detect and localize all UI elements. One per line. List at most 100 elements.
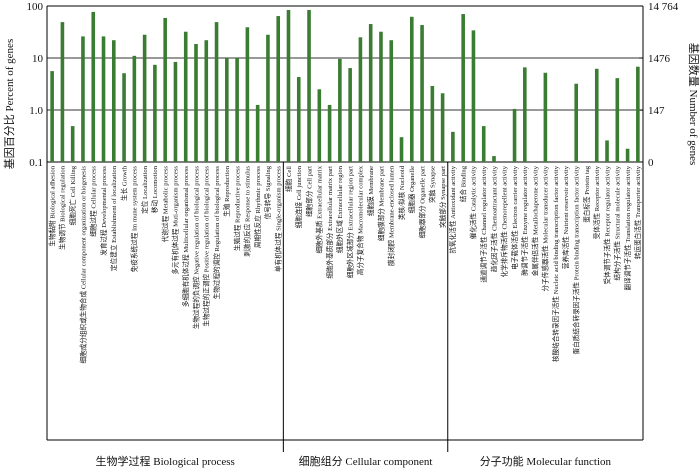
bar — [636, 66, 640, 162]
x-tick-label: 生物黏附 Biological adhesion — [47, 165, 56, 246]
x-tick-label: 高分子复合物 Macromolecular complex — [356, 165, 365, 275]
bar — [379, 31, 383, 162]
bar — [142, 34, 147, 162]
x-tick-label: 细胞部分 Cell part — [304, 166, 313, 217]
x-tick-label: 细胞器部分 Organelle part — [417, 166, 426, 239]
x-tick-label: 生殖 Reproduction — [222, 165, 231, 216]
x-tick-label: 刺激的反应 Response to stimulus — [243, 166, 252, 257]
x-tick-label: 催化活性 Catalytic activity — [469, 165, 478, 239]
bar — [358, 37, 363, 162]
bar — [440, 93, 445, 162]
bar — [122, 73, 126, 162]
bar — [368, 24, 373, 163]
bar — [605, 140, 609, 162]
y2-tick-label: 1476 — [648, 53, 671, 65]
bar — [225, 58, 229, 162]
x-tick-label: 分子传感器活性 Molecular transducer activity — [541, 165, 550, 291]
bar — [194, 43, 198, 162]
bar — [276, 16, 281, 162]
x-tick-label: 细胞外区域部分 Extracellular region part — [345, 166, 354, 278]
bar — [70, 126, 75, 162]
x-tick-label: 生长 Growth — [119, 165, 128, 201]
x-tick-label: 抗氧化活性 Antioxidant activity — [448, 165, 457, 253]
x-tick-label: 细胞 Cell — [284, 166, 293, 192]
bar — [255, 104, 260, 162]
y-axis-title: 基因百分比 Percent of genes — [3, 39, 16, 169]
y-tick-label: 100 — [27, 1, 44, 13]
bar — [409, 16, 414, 163]
bar — [204, 40, 209, 163]
x-tick-label: 定位建立 Establishment of localization — [109, 165, 118, 271]
x-tick-label: 细胞成分组织或生物合成 Cellular component organizat… — [78, 166, 87, 364]
x-tick-label: 免疫系统过程 Im mune system process — [130, 166, 139, 273]
bar — [111, 40, 116, 163]
bar — [173, 61, 178, 162]
x-tick-label: 结构分子活性 Structural molecule activity — [613, 165, 622, 280]
y-tick-label: 10 — [32, 53, 44, 65]
y-tick-label: 1.0 — [29, 105, 43, 117]
y-tick-label: 0.1 — [29, 157, 43, 169]
bar — [492, 156, 496, 162]
y2-tick-label: 0 — [648, 157, 654, 169]
bar — [60, 22, 65, 163]
x-tick-label: 细胞外基质部分 Extracellular matrix part — [325, 166, 334, 279]
group-label: 分子功能 Molecular function — [480, 454, 612, 468]
x-tick-label: 生物过程的调控 Regulation of biological process — [212, 166, 221, 300]
x-tick-label: 多细胞有机体过程 Multicellular organismal proces… — [181, 166, 190, 308]
x-tick-label: 蛋白质结合转录因子活性 Protein binding transcriptio… — [572, 165, 581, 354]
x-tick-label: 核酸结合转录因子活性 Nucleic acid binding transcri… — [551, 165, 560, 362]
x-tick-label: 细胞膜 Membrane — [366, 166, 375, 216]
bar — [307, 9, 311, 163]
x-tick-label: 多元有机体过程 Muti-organism process — [171, 166, 180, 275]
bar — [91, 11, 96, 163]
y2-tick-label: 14 764 — [648, 1, 679, 13]
y2-axis-title: 基因数量 Number of genes — [687, 43, 700, 166]
bar — [163, 17, 167, 162]
bar — [81, 36, 85, 162]
bar — [153, 64, 157, 162]
x-tick-label: 细胞外区域 Extracellular region — [335, 165, 344, 253]
bar — [389, 40, 394, 163]
x-tick-label: 周期性反应 Rhythmic process — [253, 166, 262, 248]
x-tick-label: 受体调节子活性 Receptor regulator activity — [602, 165, 611, 284]
bar — [296, 77, 301, 162]
bar — [451, 131, 455, 162]
x-tick-label: 细胞器 Organelle — [407, 166, 416, 213]
bar — [399, 137, 404, 162]
x-tick-label: 生殖过程 Reproductive process — [232, 166, 241, 251]
bar — [512, 108, 517, 162]
x-tick-label: 信号转导 Signaling — [263, 165, 272, 219]
bar — [625, 148, 630, 162]
y2-tick-label: 147 — [648, 105, 665, 117]
x-tick-label: 细胞外基质 Extracellular matrix — [315, 165, 324, 253]
bar — [101, 36, 106, 162]
x-tick-label: 翻译调节子活性 Translation regulator activity — [623, 165, 632, 290]
bar — [214, 22, 219, 163]
x-tick-label: 受体活性 Receptor activity — [592, 165, 601, 239]
bar — [594, 68, 599, 162]
x-tick-label: 细胞膜部分 Membrane part — [376, 166, 385, 241]
bar — [132, 55, 137, 162]
x-tick-label: 酶调节子活性 Enzyme regulator activity — [520, 165, 529, 275]
bar — [615, 78, 620, 162]
x-tick-label: 通道调节子活性 Channel regulator activity — [479, 165, 488, 282]
x-tick-label: 结合 Binding — [458, 165, 467, 202]
x-tick-label: 蛋白标签 Protein tag — [582, 165, 591, 222]
bar — [461, 14, 465, 163]
bar — [317, 89, 322, 162]
x-tick-label: 趋化因子活性 Chemoattractant activity — [489, 165, 498, 272]
x-tick-label: 类核/拟核 Nucleoid — [397, 165, 406, 220]
x-tick-label: 化学排斥物活性 Chemorepellent activity — [500, 165, 509, 277]
bar — [348, 68, 352, 162]
x-tick-label: 金属伴侣活性 Metallochaperone activity — [530, 165, 539, 276]
bar — [543, 72, 548, 162]
bar — [338, 58, 342, 163]
bar — [183, 31, 188, 162]
x-tick-label: 突触 Synapse — [428, 166, 437, 203]
x-tick-label: 细胞死亡 Cell Killing — [68, 165, 77, 225]
bar — [327, 104, 332, 162]
x-tick-label: 代谢过程 Metabolic process — [160, 166, 169, 243]
x-tick-label: 定位 Localization — [140, 165, 149, 213]
bar — [471, 30, 476, 162]
bar — [235, 58, 239, 162]
